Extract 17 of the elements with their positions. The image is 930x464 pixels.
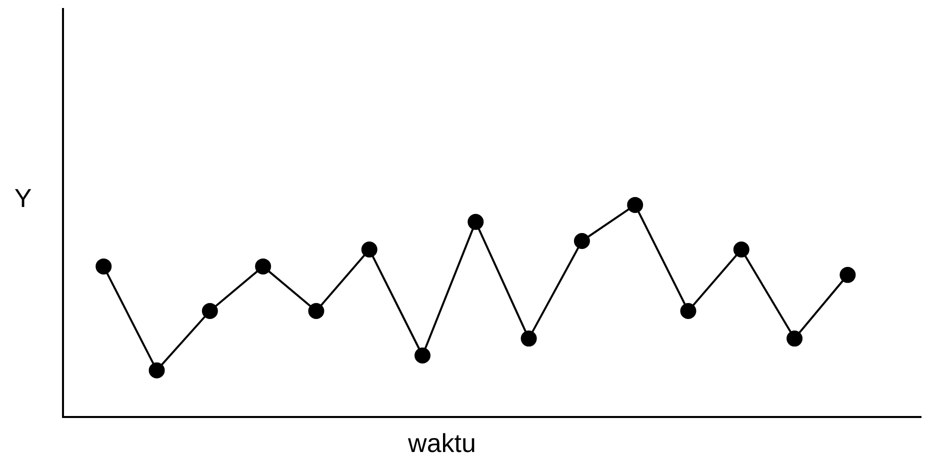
point xyxy=(308,302,324,319)
point xyxy=(786,330,803,347)
point xyxy=(680,302,696,319)
point xyxy=(414,348,431,364)
y-axis-title: Y xyxy=(14,183,32,214)
point xyxy=(840,266,856,283)
point xyxy=(202,302,218,319)
point xyxy=(574,233,590,250)
x-axis-title: waktu xyxy=(407,428,476,458)
point xyxy=(627,196,644,213)
point xyxy=(96,258,112,274)
point xyxy=(733,241,750,258)
point xyxy=(468,214,484,230)
point xyxy=(148,362,165,378)
point xyxy=(520,330,537,347)
point xyxy=(361,241,378,258)
point xyxy=(255,258,272,274)
